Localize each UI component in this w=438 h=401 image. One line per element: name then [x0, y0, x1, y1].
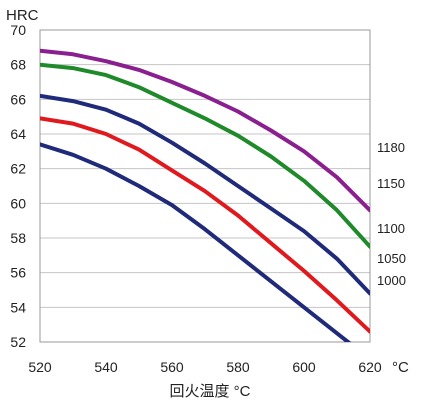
y-tick-label: 62	[10, 161, 26, 177]
y-tick-labels: 52 54 56 58 60 62 64 66 68 70	[10, 22, 26, 350]
x-tick-label: 580	[226, 359, 250, 375]
x-tick-label: 540	[94, 359, 118, 375]
x-tick-label: 520	[28, 359, 52, 375]
y-tick-label: 52	[10, 334, 26, 350]
y-tick-label: 68	[10, 57, 26, 73]
series-label-1150: 1150	[377, 176, 405, 191]
y-tick-label: 56	[10, 265, 26, 281]
x-axis-title: 回火温度 °C	[170, 383, 251, 400]
x-unit-label: °C	[392, 359, 409, 376]
x-tick-labels: 520 540 560 580 600 620	[28, 359, 382, 375]
series-line-1100	[40, 93, 370, 296]
series-line-1180	[40, 48, 370, 213]
plot-frame	[39, 29, 371, 343]
y-tick-label: 70	[10, 22, 26, 38]
y-tick-label: 54	[10, 299, 26, 315]
series-line-1150	[40, 62, 370, 249]
y-tick-label: 58	[10, 230, 26, 246]
series-label-1050: 1050	[377, 251, 406, 266]
x-tick-label: 600	[292, 359, 316, 375]
y-axis-title: HRC	[6, 7, 39, 24]
y-tick-label: 64	[10, 126, 26, 142]
series-label-1180: 1180	[377, 140, 405, 155]
series-line-1000	[40, 142, 352, 342]
y-tick-label: 66	[10, 91, 26, 107]
x-tick-label: 560	[160, 359, 184, 375]
gridlines	[40, 29, 370, 343]
y-tick-label: 60	[10, 195, 26, 211]
series-label-1100: 1100	[377, 221, 405, 236]
series-lines	[40, 48, 370, 342]
series-line-1050	[40, 116, 370, 334]
series-label-1000: 1000	[377, 273, 406, 288]
x-tick-label: 620	[358, 359, 382, 375]
series-labels: 1180 1150 1100 1050 1000	[377, 140, 406, 288]
